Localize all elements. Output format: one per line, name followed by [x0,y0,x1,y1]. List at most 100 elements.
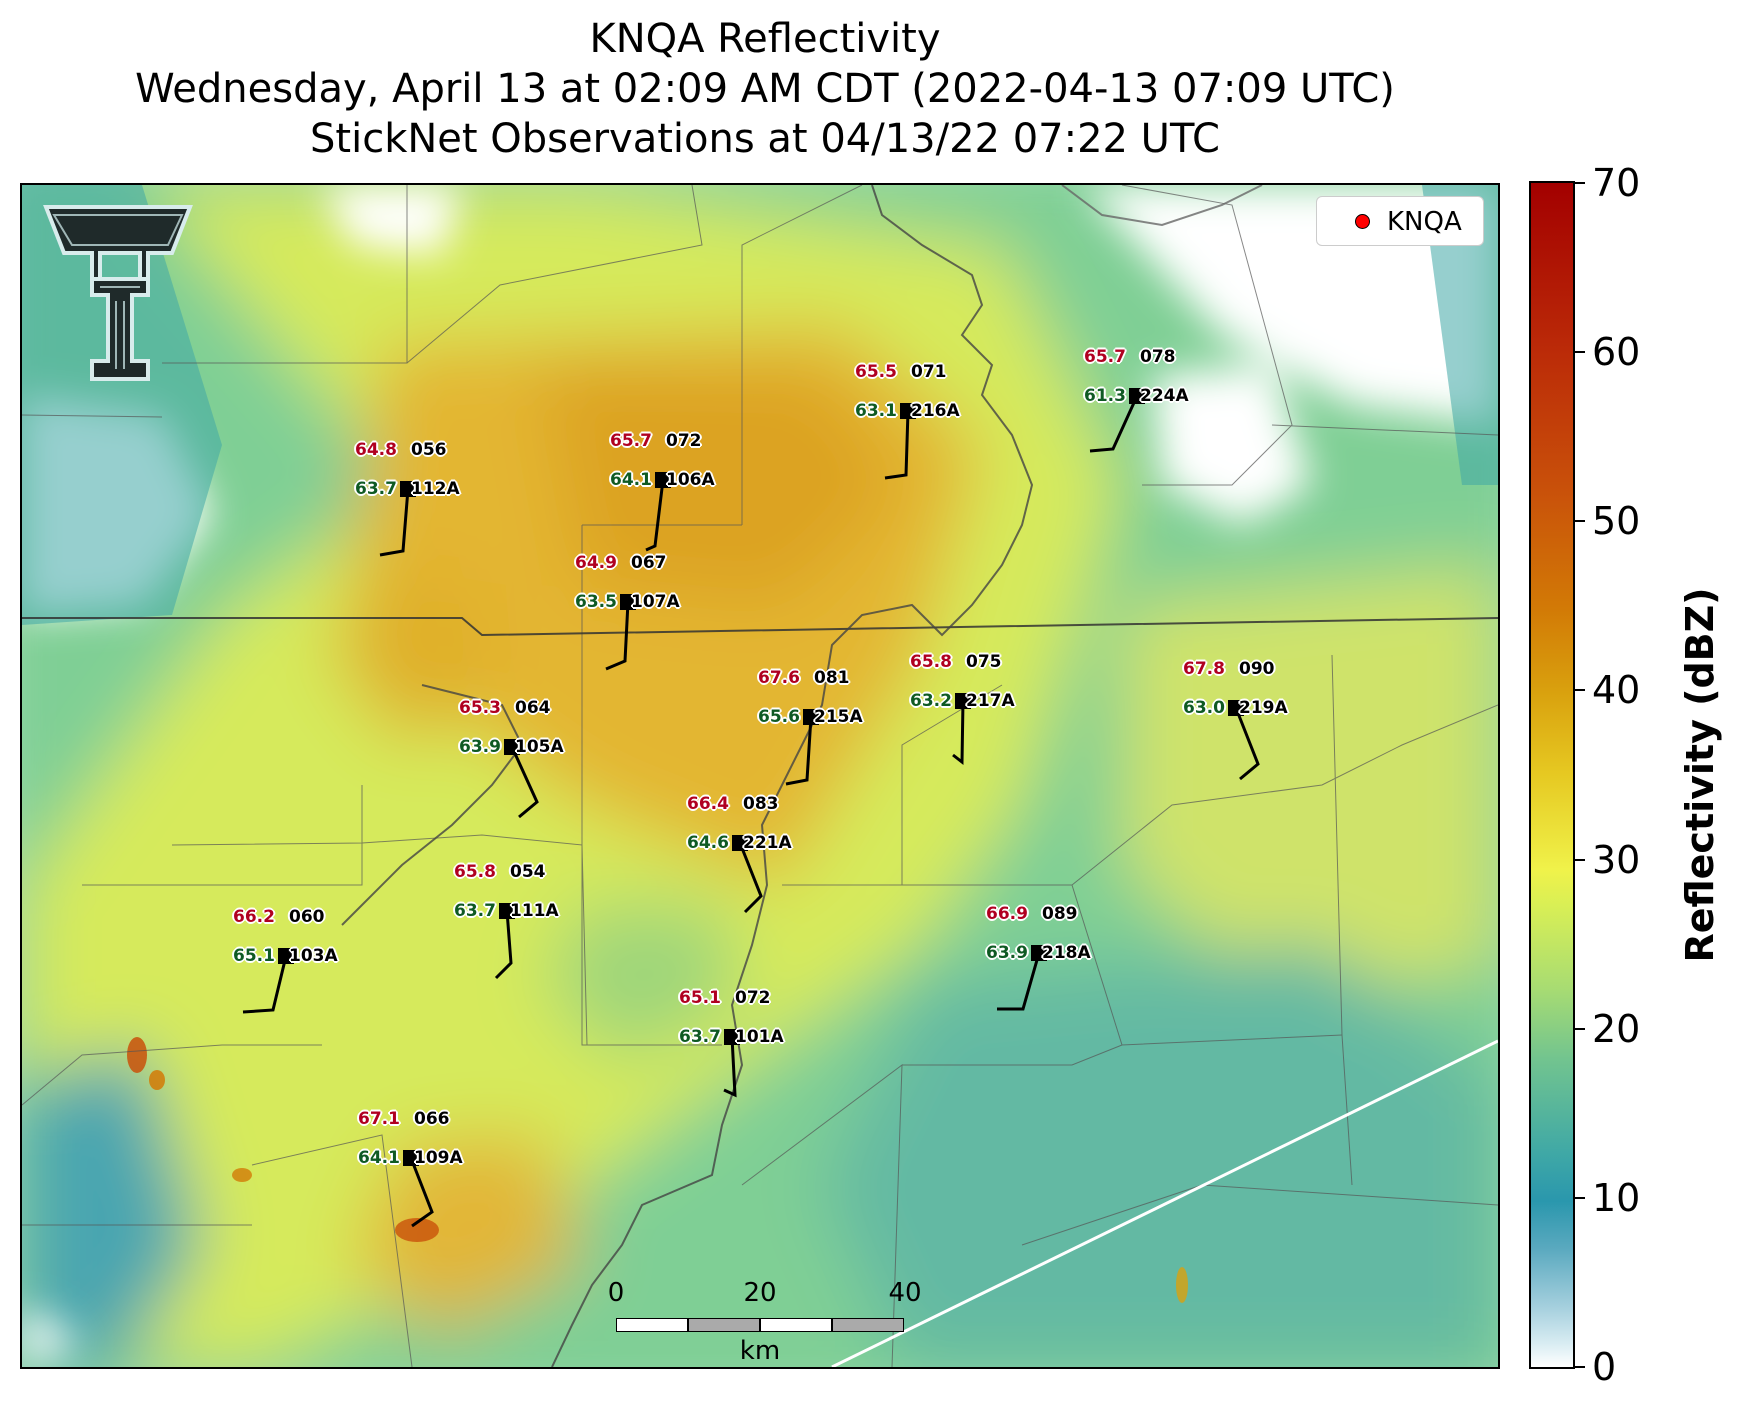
station-pressure: 083 [743,794,779,814]
map-title: KNQA Reflectivity [589,16,941,62]
scalebar [616,1318,906,1334]
station-pressure: 056 [411,440,447,460]
wind-barb [510,746,539,819]
station-marker-icon [900,403,916,419]
station-id: 106A [666,470,715,490]
station-temperature: 64.8 [355,440,397,460]
station-pressure: 078 [1140,347,1176,367]
station-temperature: 65.8 [454,862,496,882]
station-dewpoint: 65.6 [758,707,800,727]
station-dewpoint: 63.7 [355,479,397,499]
station-id: 103A [289,946,338,966]
colorbar-tick-mark [1575,1027,1585,1030]
station-marker-icon [803,709,819,725]
colorbar-tick-label: 60 [1592,330,1641,375]
station-pressure: 067 [631,553,667,573]
station-temperature: 65.1 [679,988,721,1008]
station-id: 111A [510,901,559,921]
radar-map[interactable]: 64.8 63.7 056 112A 65.7 64.1 072 106A 65.5 63.1 07… [20,183,1500,1369]
station-marker-icon [724,1029,740,1045]
station-pressure: 054 [510,862,546,882]
station-dewpoint: 63.1 [855,401,897,421]
colorbar-tick-label: 0 [1592,1345,1617,1389]
scalebar-segment [832,1318,904,1332]
station-id: 107A [631,592,680,612]
station-temperature: 66.4 [687,794,729,814]
scalebar-tick-0: 0 [607,1278,625,1308]
station-dewpoint: 63.7 [679,1027,721,1047]
map-legend: KNQA [1316,196,1484,246]
station-marker-icon [499,903,515,919]
colorbar-tick-mark [1575,1366,1585,1368]
station-marker-icon [403,1150,419,1166]
wind-barb [379,488,410,557]
station-id: 109A [414,1148,463,1168]
scalebar-segment [760,1318,832,1332]
station-temperature: 65.5 [855,362,897,382]
station-marker-icon [278,948,294,964]
wind-barb [605,601,630,671]
station-marker-icon [955,693,971,709]
wind-barb [409,1157,434,1228]
station-temperature: 65.8 [910,652,952,672]
colorbar-tick-label: 20 [1592,1006,1641,1051]
colorbar-tick-mark [1575,520,1585,523]
station-id: 218A [1042,943,1091,963]
radar-site-marker-icon [1355,214,1370,229]
legend-label: KNQA [1387,207,1462,237]
station-pressure: 081 [814,668,850,688]
station-marker-icon [1129,388,1145,404]
map-subtitle-observations: StickNet Observations at 04/13/22 07:22 … [310,116,1220,162]
station-dewpoint: 63.7 [454,901,496,921]
station-marker-icon [400,481,416,497]
wind-barb [494,910,513,980]
colorbar-title: Reflectivity (dBZ) [1678,587,1722,963]
scalebar-tick-40: 40 [888,1278,922,1308]
wind-barb [952,700,965,766]
wind-barb [884,410,910,480]
wind-barb [645,479,665,552]
station-dewpoint: 64.1 [358,1148,400,1168]
wind-barb [723,1036,737,1098]
station-marker-icon [1031,945,1047,961]
station-temperature: 66.2 [233,907,275,927]
scalebar-segment [616,1318,688,1332]
station-marker-icon [504,739,520,755]
station-id: 219A [1239,698,1288,718]
station-marker-icon [732,835,748,851]
station-dewpoint: 63.5 [575,592,617,612]
station-marker-icon [655,472,671,488]
colorbar-tick-mark [1575,1196,1585,1199]
colorbar-tick-mark [1575,858,1585,861]
wind-barb [785,716,813,786]
station-id: 112A [411,479,460,499]
station-pressure: 072 [666,431,702,451]
station-dewpoint: 63.2 [910,691,952,711]
colorbar-tick-mark [1575,351,1585,354]
colorbar-tick-label: 40 [1592,668,1641,713]
station-pressure: 072 [735,988,771,1008]
scalebar-unit: km [739,1336,781,1366]
colorbar-tick-label: 50 [1592,499,1641,544]
station-id: 215A [814,707,863,727]
station-temperature: 67.1 [358,1109,400,1129]
colorbar-tick-label: 70 [1592,161,1641,205]
station-dewpoint: 65.1 [233,946,275,966]
station-temperature: 67.8 [1183,659,1225,679]
wind-barb [1089,395,1139,453]
station-pressure: 089 [1042,904,1078,924]
map-subtitle-time: Wednesday, April 13 at 02:09 AM CDT (202… [135,66,1395,112]
station-dewpoint: 63.9 [459,737,501,757]
station-temperature: 65.7 [610,431,652,451]
station-id: 221A [743,833,792,853]
texas-tech-logo [40,201,200,387]
station-id: 224A [1140,386,1189,406]
station-pressure: 066 [414,1109,450,1129]
reflectivity-colorbar [1529,181,1575,1369]
station-marker-icon [1228,700,1244,716]
scalebar-tick-20: 20 [743,1278,777,1308]
station-pressure: 060 [289,907,325,927]
station-id: 216A [911,401,960,421]
wind-barb [242,955,288,1014]
colorbar-tick-label: 30 [1592,837,1641,882]
